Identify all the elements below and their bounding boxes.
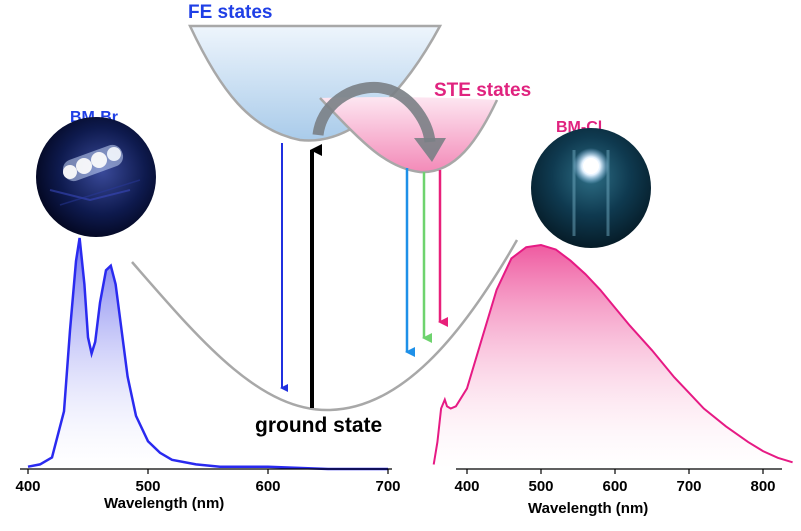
x-tick-label: 600 [255, 478, 280, 495]
x-tick-label: 500 [528, 478, 553, 495]
fe-states-label: FE states [188, 2, 272, 23]
x-tick-label: 600 [602, 478, 627, 495]
bm-br-x-axis-title: Wavelength (nm) [104, 495, 224, 512]
x-tick-label: 700 [676, 478, 701, 495]
x-tick-label: 400 [454, 478, 479, 495]
bm-cl-photo [531, 128, 651, 248]
bm-cl-x-ticks: 400 500 600 700 800 [454, 469, 775, 495]
x-tick-label: 800 [750, 478, 775, 495]
x-tick-label: 500 [135, 478, 160, 495]
ground-state-label: ground state [255, 414, 382, 437]
x-tick-label: 400 [15, 478, 40, 495]
bm-br-photo [36, 117, 156, 237]
ground-state-curve [132, 240, 517, 410]
ste-states-label: STE states [434, 80, 531, 101]
bm-br-x-ticks: 400 500 600 700 [15, 469, 400, 495]
x-tick-label: 700 [375, 478, 400, 495]
bm-br-spectrum: 400 500 600 700 Wavelength (nm) [15, 238, 400, 512]
bm-cl-x-axis-title: Wavelength (nm) [528, 500, 648, 517]
bm-cl-spectrum: 400 500 600 700 800 Wavelength (nm) [434, 245, 793, 517]
